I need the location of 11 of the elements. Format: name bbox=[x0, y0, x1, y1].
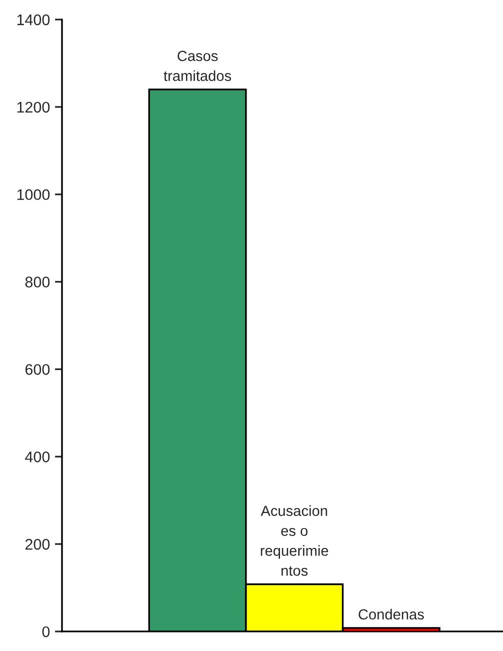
x-tick-label: Condenas bbox=[358, 608, 424, 620]
x-tick-label: Casos tramitados bbox=[164, 50, 232, 82]
y-tick-label: 600 bbox=[25, 364, 50, 375]
y-tick-label: 400 bbox=[25, 452, 50, 462]
y-tick-label: 0 bbox=[42, 626, 50, 638]
y-tick-label: 1000 bbox=[17, 189, 50, 200]
x-tick-label: Acusaciones o requerimientos bbox=[260, 505, 328, 576]
y-tick-label: 200 bbox=[25, 538, 50, 550]
y-tick-label: 1400 bbox=[17, 14, 50, 26]
y-tick-label: 800 bbox=[25, 276, 50, 288]
y-tick-label: 1200 bbox=[17, 102, 50, 113]
